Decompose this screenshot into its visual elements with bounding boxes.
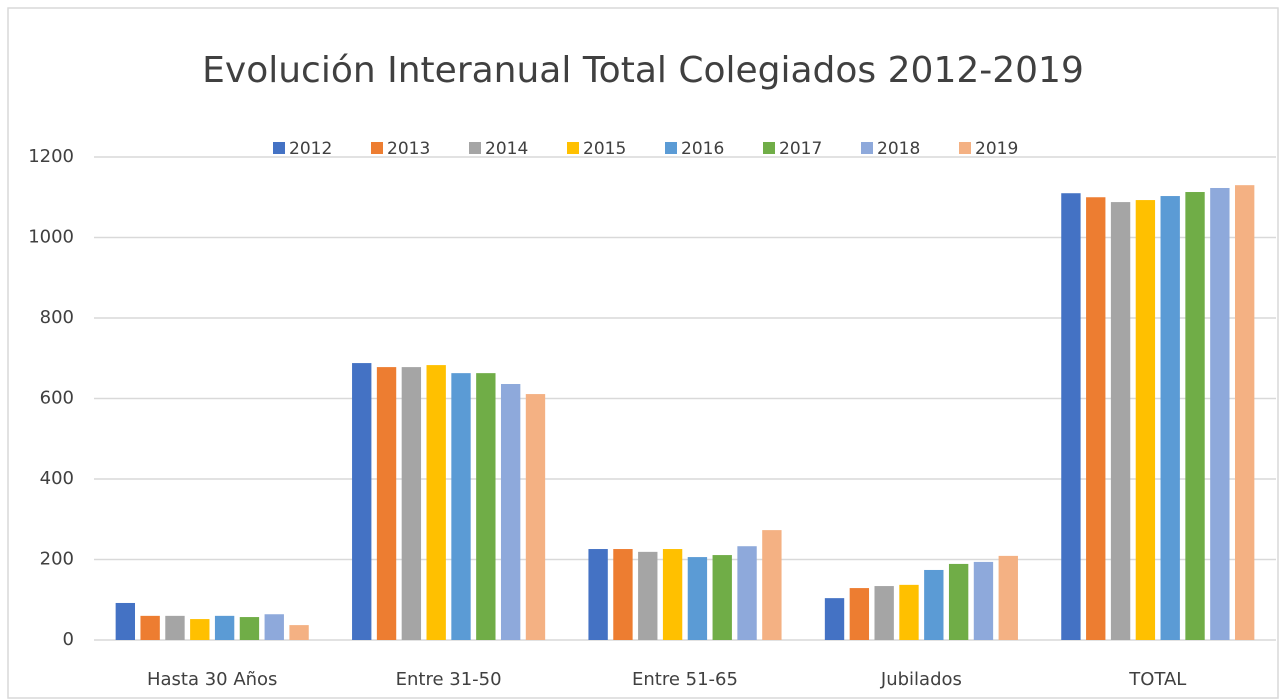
bar [638,551,658,640]
bar [352,363,372,640]
bar [1061,193,1081,640]
legend-label: 2015 [583,139,626,159]
bar [1185,192,1205,640]
bar [214,615,235,640]
bar [1110,202,1131,640]
y-tick-label: 800 [40,307,74,328]
legend-label: 2014 [485,139,528,159]
y-tick-label: 1200 [28,146,74,167]
bar [264,614,284,640]
bar [239,617,260,640]
bar [525,394,546,640]
bar [737,546,757,640]
bar [924,569,944,640]
legend-label: 2016 [681,139,724,159]
bar [401,367,422,640]
bar [376,367,397,640]
legend-swatch [959,142,971,154]
bar [140,615,160,640]
legend-label: 2012 [289,139,332,159]
legend-label: 2013 [387,139,430,159]
bar [849,588,870,640]
bar [1160,196,1180,641]
bar [289,625,309,640]
bar [712,555,732,640]
bar [1135,200,1156,640]
bar [476,373,496,640]
bar [662,549,683,640]
bar [613,549,633,640]
legend-swatch [567,142,579,154]
chart-title: Evolución Interanual Total Colegiados 20… [202,50,1084,91]
bar [762,530,782,640]
legend-swatch [763,142,775,154]
legend-swatch [371,142,383,154]
bar [874,586,894,640]
legend-swatch [469,142,481,154]
bar [1234,185,1255,641]
x-tick-label: Entre 51-65 [632,669,738,690]
bar [165,615,185,640]
bar [687,557,708,640]
y-tick-label: 200 [40,549,74,570]
bar [973,561,994,640]
bar [998,555,1018,640]
bar [1086,197,1106,640]
x-tick-label: TOTAL [1128,669,1186,690]
bar [500,384,521,640]
legend-swatch [665,142,677,154]
bar [1210,187,1230,640]
y-tick-label: 400 [40,468,74,489]
x-tick-label: Jubilados [880,669,962,690]
bar [588,549,608,640]
x-tick-label: Hasta 30 Años [147,669,278,690]
legend-label: 2019 [975,139,1018,159]
y-tick-label: 0 [63,629,74,650]
bar [451,373,471,640]
bar [824,598,845,640]
bar [190,619,210,640]
bar [426,365,446,640]
bar [948,563,969,640]
legend-label: 2017 [779,139,822,159]
x-tick-label: Entre 31-50 [396,669,502,690]
bar [899,584,919,640]
legend-label: 2018 [877,139,920,159]
bar [115,602,136,640]
y-tick-label: 600 [40,388,74,409]
legend-swatch [273,142,285,154]
legend-swatch [861,142,873,154]
y-tick-label: 1000 [28,227,74,248]
